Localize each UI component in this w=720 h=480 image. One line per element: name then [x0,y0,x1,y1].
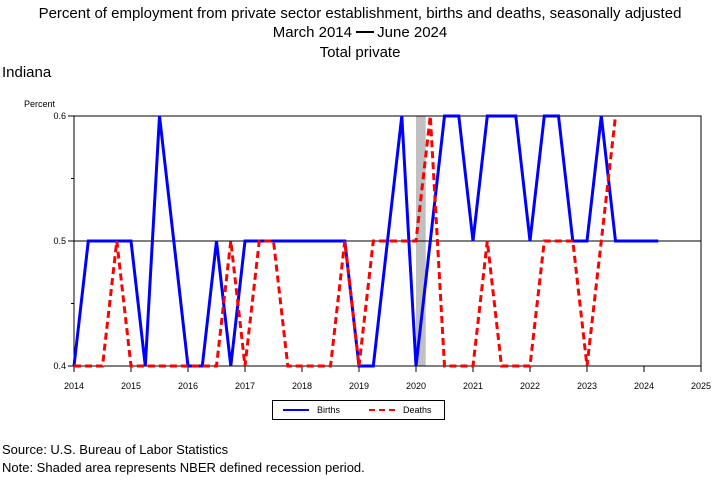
legend-swatch-births [283,409,309,411]
dash-mark-icon [356,31,375,34]
x-tick-label: 2014 [64,381,84,391]
legend-label-deaths: Deaths [403,405,432,415]
legend-swatch-deaths [369,409,395,411]
legend-label-births: Births [317,405,341,415]
y-tick-label: 0.5 [53,236,66,246]
y-tick-label: 0.4 [53,361,66,371]
chart-title-line2: March 2014 June 2024 [0,24,720,42]
series-line-deaths [74,115,617,368]
region-label: Indiana [2,64,52,81]
x-tick-label: 2023 [577,381,597,391]
x-tick-label: 2019 [349,381,369,391]
x-tick-label: 2024 [634,381,654,391]
x-tick-label: 2015 [121,381,141,391]
x-tick-label: 2020 [406,381,426,391]
x-tick-label: 2016 [178,381,198,391]
x-tick-label: 2021 [463,381,483,391]
series-line-births [72,114,659,368]
y-tick-label: 0.6 [53,111,66,121]
x-tick-label: 2017 [235,381,255,391]
chart-subtitle: Total private [319,44,401,61]
x-ticks: 2014 2015 2016 2017 2018 2019 2020 2021 2022 2023… [64,366,711,391]
source-note: Source: U.S. Bureau of Labor Statistics [2,442,229,457]
x-tick-label: 2025 [691,381,711,391]
title-period-end: June 2024 [377,24,448,41]
legend-item-births: Births [283,405,340,415]
y-ticks: 0.4 0.5 0.6 [53,111,74,371]
x-tick-label: 2022 [520,381,540,391]
title-period-start: March 2014 [272,24,352,41]
series-lines [72,114,659,368]
legend: Births Deaths [272,400,445,420]
recession-note: Note: Shaded area represents NBER define… [2,460,365,475]
chart-title-line1: Percent of employment from private secto… [38,5,682,22]
x-tick-label: 2018 [292,381,312,391]
legend-item-deaths: Deaths [369,405,432,415]
y-axis-label: Percent [24,99,56,109]
